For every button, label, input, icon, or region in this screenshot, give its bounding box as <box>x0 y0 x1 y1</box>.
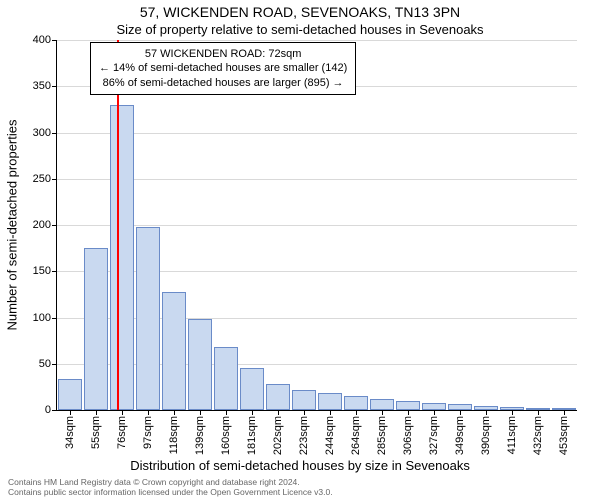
x-tick-label: 118sqm <box>168 416 180 454</box>
plot-area: 05010015020025030035040034sqm55sqm76sqm9… <box>56 40 577 411</box>
x-tick-mark <box>304 410 305 415</box>
x-tick-mark <box>122 410 123 415</box>
x-tick-mark <box>148 410 149 415</box>
x-tick-mark <box>330 410 331 415</box>
histogram-bar <box>396 401 421 410</box>
x-tick-mark <box>434 410 435 415</box>
x-tick-label: 390sqm <box>480 416 492 455</box>
bar-column: 181sqm <box>239 40 265 410</box>
x-axis-label: Distribution of semi-detached houses by … <box>0 458 600 473</box>
bar-column: 223sqm <box>291 40 317 410</box>
histogram-bar <box>422 403 447 410</box>
x-tick-label: 327sqm <box>428 416 440 455</box>
y-tick-label: 100 <box>33 312 51 324</box>
annotation-line-2: ← 14% of semi-detached houses are smalle… <box>99 61 347 75</box>
bar-column: 306sqm <box>395 40 421 410</box>
x-tick-mark <box>174 410 175 415</box>
y-tick-label: 350 <box>33 80 51 92</box>
y-tick-label: 200 <box>33 219 51 231</box>
x-tick-mark <box>382 410 383 415</box>
x-tick-label: 223sqm <box>298 416 310 455</box>
y-tick-mark <box>52 410 57 411</box>
histogram-bar <box>214 347 239 410</box>
histogram-bar <box>188 319 213 410</box>
x-tick-label: 34sqm <box>64 416 76 449</box>
x-tick-mark <box>356 410 357 415</box>
bar-column: 285sqm <box>369 40 395 410</box>
x-tick-label: 349sqm <box>454 416 466 455</box>
x-tick-label: 411sqm <box>506 416 518 454</box>
histogram-bar <box>136 227 161 410</box>
histogram-bar <box>58 379 83 410</box>
bar-column: 432sqm <box>525 40 551 410</box>
bar-column: 453sqm <box>551 40 577 410</box>
x-tick-mark <box>226 410 227 415</box>
annotation-box: 57 WICKENDEN ROAD: 72sqm ← 14% of semi-d… <box>90 42 356 95</box>
y-tick-label: 50 <box>39 358 51 370</box>
x-tick-label: 244sqm <box>324 416 336 455</box>
chart-subtitle: Size of property relative to semi-detach… <box>0 22 600 37</box>
bar-column: 76sqm <box>109 40 135 410</box>
x-tick-mark <box>252 410 253 415</box>
y-tick-label: 0 <box>45 404 51 416</box>
bar-column: 202sqm <box>265 40 291 410</box>
histogram-bar <box>240 368 265 410</box>
attribution-text: Contains HM Land Registry data © Crown c… <box>8 478 592 498</box>
bar-column: 118sqm <box>161 40 187 410</box>
bar-column: 55sqm <box>83 40 109 410</box>
x-tick-label: 181sqm <box>246 416 258 455</box>
histogram-bar <box>162 292 187 410</box>
x-tick-mark <box>200 410 201 415</box>
y-tick-label: 250 <box>33 173 51 185</box>
x-tick-label: 285sqm <box>376 416 388 455</box>
x-tick-mark <box>70 410 71 415</box>
bar-column: 34sqm <box>57 40 83 410</box>
histogram-bar <box>110 105 135 410</box>
x-tick-label: 76sqm <box>116 416 128 449</box>
bar-column: 390sqm <box>473 40 499 410</box>
x-tick-label: 306sqm <box>402 416 414 455</box>
x-tick-label: 55sqm <box>90 416 102 449</box>
x-tick-label: 264sqm <box>350 416 362 455</box>
x-tick-label: 160sqm <box>220 416 232 455</box>
x-tick-mark <box>512 410 513 415</box>
histogram-bar <box>292 390 317 410</box>
y-tick-label: 400 <box>33 34 51 46</box>
histogram-bar <box>84 248 109 410</box>
y-tick-label: 150 <box>33 265 51 277</box>
x-tick-label: 432sqm <box>532 416 544 455</box>
attribution-line-2: Contains public sector information licen… <box>8 488 592 498</box>
bar-column: 244sqm <box>317 40 343 410</box>
bar-column: 411sqm <box>499 40 525 410</box>
y-tick-label: 300 <box>33 127 51 139</box>
x-tick-mark <box>486 410 487 415</box>
histogram-bar <box>370 399 395 410</box>
chart-title: 57, WICKENDEN ROAD, SEVENOAKS, TN13 3PN <box>0 4 600 20</box>
x-tick-mark <box>278 410 279 415</box>
x-tick-label: 202sqm <box>272 416 284 455</box>
x-tick-mark <box>96 410 97 415</box>
bar-column: 160sqm <box>213 40 239 410</box>
bar-column: 97sqm <box>135 40 161 410</box>
x-tick-mark <box>538 410 539 415</box>
bar-column: 139sqm <box>187 40 213 410</box>
chart-root: 57, WICKENDEN ROAD, SEVENOAKS, TN13 3PN … <box>0 0 600 500</box>
y-axis-label: Number of semi-detached properties <box>5 120 20 331</box>
x-tick-mark <box>564 410 565 415</box>
x-tick-label: 139sqm <box>194 416 206 455</box>
annotation-line-1: 57 WICKENDEN ROAD: 72sqm <box>99 47 347 61</box>
histogram-bar <box>266 384 291 410</box>
bar-column: 349sqm <box>447 40 473 410</box>
annotation-line-3: 86% of semi-detached houses are larger (… <box>99 76 347 90</box>
x-tick-mark <box>460 410 461 415</box>
histogram-bar <box>318 393 343 410</box>
x-tick-label: 453sqm <box>558 416 570 455</box>
bar-column: 327sqm <box>421 40 447 410</box>
bar-column: 264sqm <box>343 40 369 410</box>
x-tick-label: 97sqm <box>142 416 154 449</box>
histogram-bar <box>344 396 369 410</box>
x-tick-mark <box>408 410 409 415</box>
bars-container: 34sqm55sqm76sqm97sqm118sqm139sqm160sqm18… <box>57 40 577 410</box>
